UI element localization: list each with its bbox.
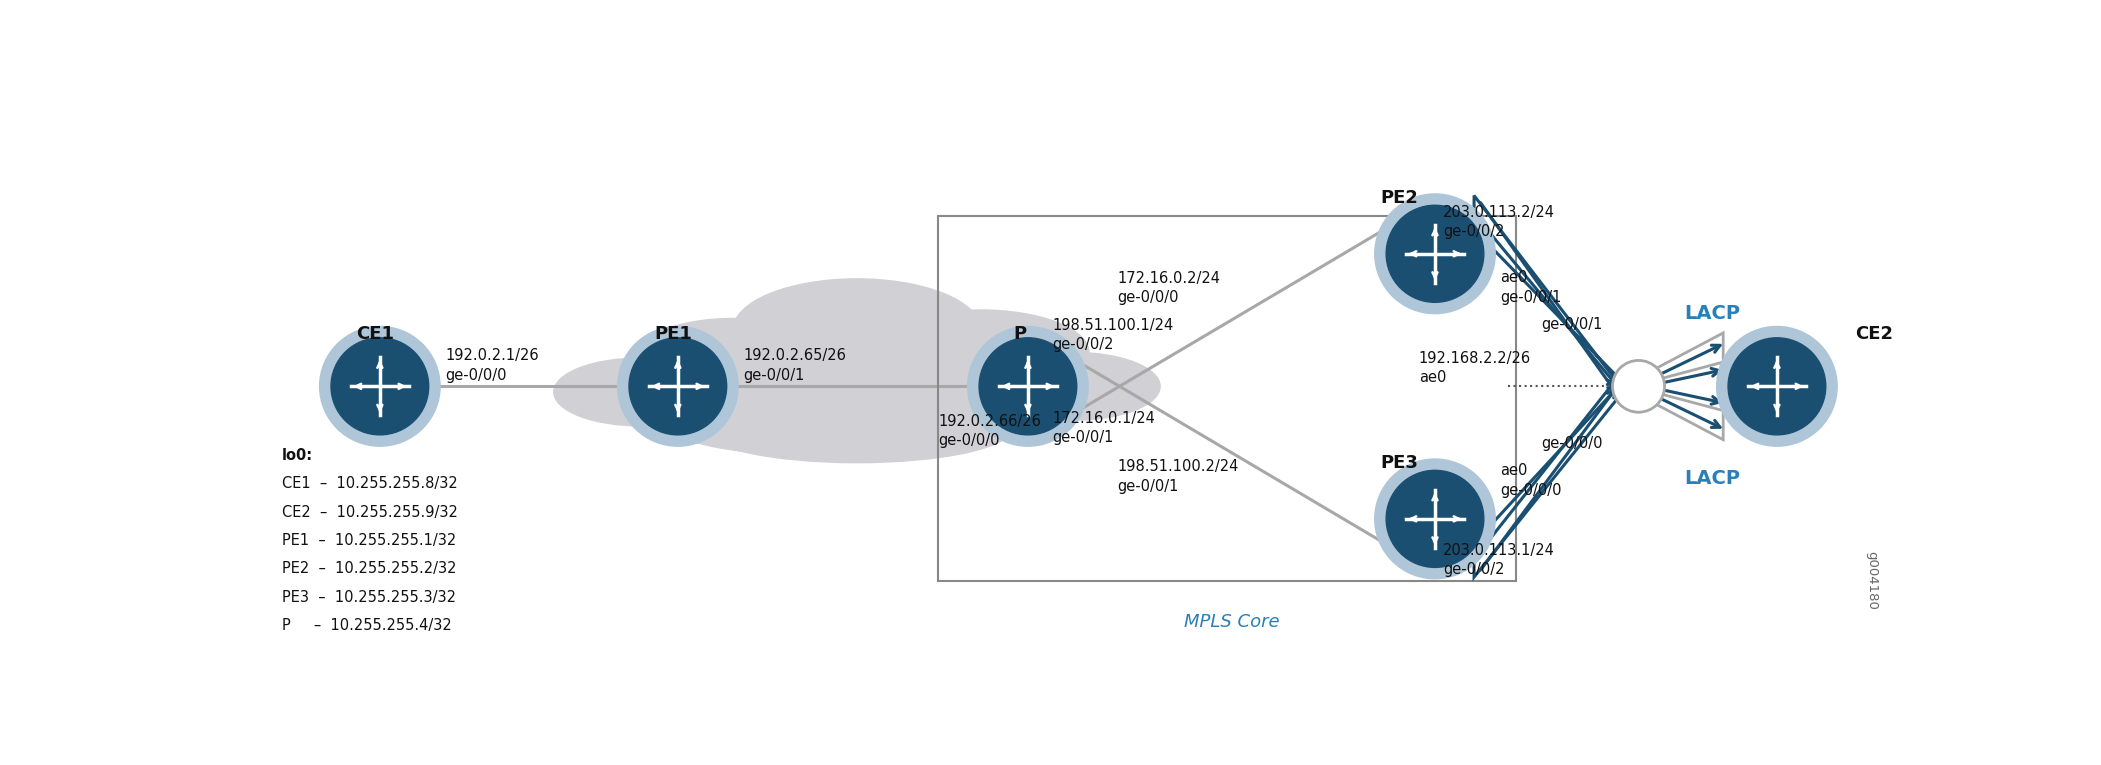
Text: ge-0/0/2: ge-0/0/2 <box>1053 337 1114 352</box>
Ellipse shape <box>1717 327 1836 446</box>
Ellipse shape <box>1611 360 1664 412</box>
Text: 192.0.2.66/26: 192.0.2.66/26 <box>939 415 1042 429</box>
Text: ge-0/0/2: ge-0/0/2 <box>1443 562 1504 578</box>
Text: 203.0.113.2/24: 203.0.113.2/24 <box>1443 205 1555 220</box>
Text: CE2: CE2 <box>1855 325 1893 343</box>
Text: g004180: g004180 <box>1866 552 1878 610</box>
Text: LACP: LACP <box>1685 468 1740 487</box>
Ellipse shape <box>969 327 1088 446</box>
Ellipse shape <box>628 338 727 435</box>
Ellipse shape <box>1374 194 1496 314</box>
Text: ae0: ae0 <box>1500 463 1527 477</box>
Text: P     –  10.255.255.4/32: P – 10.255.255.4/32 <box>282 618 452 633</box>
Text: 203.0.113.1/24: 203.0.113.1/24 <box>1443 543 1555 558</box>
Text: ge-0/0/1: ge-0/0/1 <box>744 369 805 383</box>
Text: 192.0.2.1/26: 192.0.2.1/26 <box>445 348 538 363</box>
Text: ge-0/0/0: ge-0/0/0 <box>1540 436 1603 451</box>
Text: ge-0/0/0: ge-0/0/0 <box>1500 483 1561 498</box>
Text: 172.16.0.1/24: 172.16.0.1/24 <box>1053 412 1156 426</box>
Text: ae0: ae0 <box>1418 369 1445 385</box>
Ellipse shape <box>733 279 981 381</box>
Text: PE1: PE1 <box>653 325 691 343</box>
Text: LACP: LACP <box>1685 304 1740 323</box>
Text: ge-0/0/1: ge-0/0/1 <box>1540 317 1603 331</box>
Ellipse shape <box>702 395 1013 463</box>
Text: CE1: CE1 <box>355 325 395 343</box>
Text: PE1  –  10.255.255.1/32: PE1 – 10.255.255.1/32 <box>282 533 456 548</box>
Text: PE2: PE2 <box>1380 189 1418 207</box>
Ellipse shape <box>1387 470 1483 568</box>
Text: 198.51.100.2/24: 198.51.100.2/24 <box>1118 458 1240 474</box>
Text: 198.51.100.1/24: 198.51.100.1/24 <box>1053 318 1174 334</box>
Text: ae0: ae0 <box>1500 270 1527 285</box>
Bar <box>939 216 1517 581</box>
Ellipse shape <box>618 327 737 446</box>
Text: PE3  –  10.255.255.3/32: PE3 – 10.255.255.3/32 <box>282 590 456 604</box>
Text: CE1  –  10.255.255.8/32: CE1 – 10.255.255.8/32 <box>282 477 458 491</box>
Ellipse shape <box>807 373 1055 446</box>
Ellipse shape <box>1729 338 1826 435</box>
Ellipse shape <box>872 310 1088 395</box>
Ellipse shape <box>555 358 727 426</box>
Ellipse shape <box>656 375 935 454</box>
Text: PE3: PE3 <box>1380 454 1418 472</box>
Text: ge-0/0/1: ge-0/0/1 <box>1053 430 1114 445</box>
Text: 172.16.0.2/24: 172.16.0.2/24 <box>1118 272 1221 286</box>
Ellipse shape <box>635 318 832 398</box>
Text: MPLS Core: MPLS Core <box>1183 613 1280 631</box>
Ellipse shape <box>319 327 439 446</box>
Ellipse shape <box>1387 205 1483 302</box>
Text: ge-0/0/1: ge-0/0/1 <box>1118 479 1179 493</box>
Ellipse shape <box>332 338 429 435</box>
Text: ge-0/0/0: ge-0/0/0 <box>939 433 1000 448</box>
Ellipse shape <box>979 338 1076 435</box>
Text: ge-0/0/2: ge-0/0/2 <box>1443 224 1504 239</box>
Ellipse shape <box>1374 459 1496 578</box>
Text: 192.0.2.65/26: 192.0.2.65/26 <box>744 348 847 363</box>
Text: P: P <box>1013 325 1025 343</box>
Text: ge-0/0/0: ge-0/0/0 <box>445 369 506 383</box>
Text: CE2  –  10.255.255.9/32: CE2 – 10.255.255.9/32 <box>282 505 458 519</box>
Text: lo0:: lo0: <box>282 448 313 463</box>
Ellipse shape <box>987 353 1160 420</box>
Text: PE2  –  10.255.255.2/32: PE2 – 10.255.255.2/32 <box>282 562 456 576</box>
Text: ge-0/0/1: ge-0/0/1 <box>1500 290 1561 305</box>
Text: ge-0/0/0: ge-0/0/0 <box>1118 290 1179 305</box>
Text: 192.168.2.2/26: 192.168.2.2/26 <box>1418 351 1532 366</box>
